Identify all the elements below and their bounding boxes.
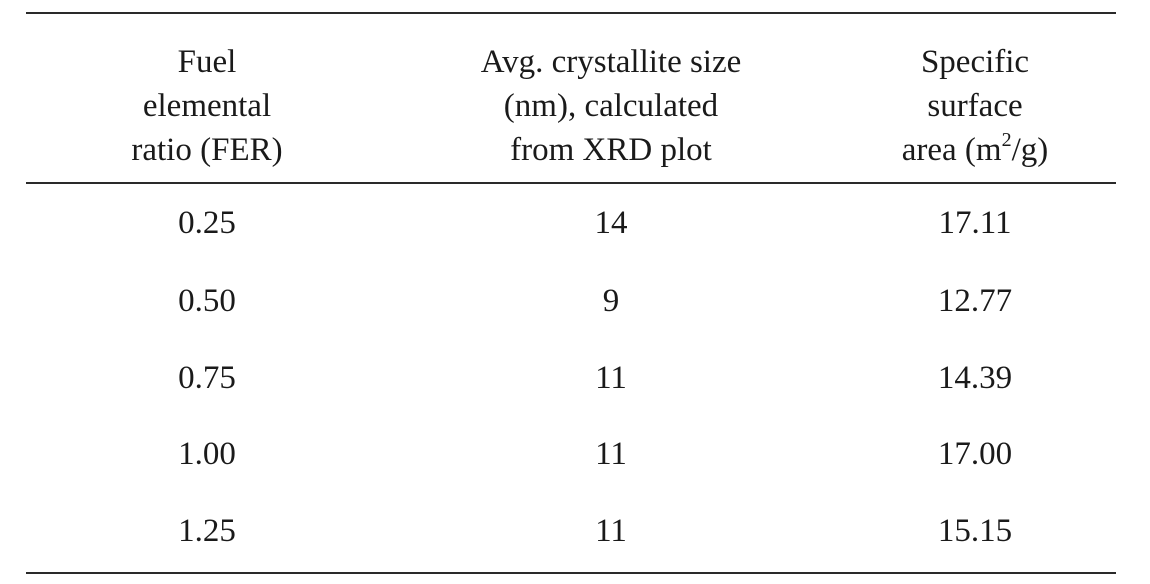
cell-crystallite-size: 9 bbox=[602, 283, 620, 319]
cell-crystallite-size: 11 bbox=[595, 436, 627, 472]
table-row: 0.75 11 14.39 bbox=[26, 356, 1116, 400]
cell-fer: 0.50 bbox=[178, 283, 236, 319]
cell-crystallite-size: 11 bbox=[595, 360, 627, 396]
units-superscript: 2 bbox=[1001, 129, 1012, 151]
header-line-units: area (m2/g) bbox=[834, 128, 1116, 172]
cell-surface-area: 17.11 bbox=[938, 205, 1012, 241]
cell-fer: 0.75 bbox=[178, 360, 236, 396]
table-row: 0.25 14 17.11 bbox=[26, 201, 1116, 245]
header-line: surface bbox=[927, 88, 1023, 124]
header-rule bbox=[26, 182, 1116, 184]
data-table: Fuel elemental ratio (FER) Avg. crystall… bbox=[26, 12, 1116, 574]
cell-fer: 1.25 bbox=[178, 513, 236, 549]
header-line: ratio (FER) bbox=[131, 132, 283, 168]
table-row: 0.50 9 12.77 bbox=[26, 279, 1116, 323]
header-line: Fuel bbox=[177, 44, 237, 80]
header-fer: Fuel elemental ratio (FER) bbox=[26, 40, 388, 172]
cell-surface-area: 17.00 bbox=[937, 436, 1013, 472]
units-prefix: area (m bbox=[901, 132, 1002, 168]
header-line: elemental bbox=[142, 88, 272, 124]
table-row: 1.25 11 15.15 bbox=[26, 509, 1116, 553]
table-header: Fuel elemental ratio (FER) Avg. crystall… bbox=[26, 14, 1116, 182]
cell-surface-area: 12.77 bbox=[937, 283, 1013, 319]
header-crystallite-size: Avg. crystallite size (nm), calculated f… bbox=[388, 40, 834, 172]
cell-surface-area: 15.15 bbox=[937, 513, 1013, 549]
cell-crystallite-size: 14 bbox=[594, 205, 628, 241]
cell-surface-area: 14.39 bbox=[937, 360, 1013, 396]
cell-fer: 0.25 bbox=[178, 205, 236, 241]
header-surface-area: Specific surface area (m2/g) bbox=[834, 40, 1116, 172]
units-suffix: /g) bbox=[1011, 132, 1049, 168]
table-body: 0.25 14 17.11 0.50 9 12.77 0.75 11 14.39… bbox=[26, 184, 1116, 572]
header-line: Specific bbox=[920, 44, 1030, 80]
table-row: 1.00 11 17.00 bbox=[26, 432, 1116, 476]
cell-fer: 1.00 bbox=[178, 436, 236, 472]
top-rule bbox=[26, 12, 1116, 14]
header-line: Avg. crystallite size bbox=[480, 44, 742, 80]
header-line: (nm), calculated bbox=[503, 88, 719, 124]
bottom-rule bbox=[26, 572, 1116, 574]
cell-crystallite-size: 11 bbox=[595, 513, 627, 549]
header-line: from XRD plot bbox=[510, 132, 712, 168]
